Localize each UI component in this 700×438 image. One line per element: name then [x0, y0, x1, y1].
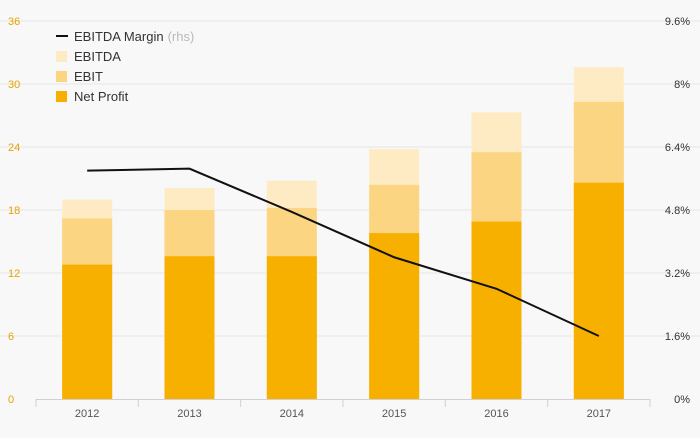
bar-net-profit: [266, 256, 317, 399]
y-tick-label-left: 30: [8, 79, 20, 91]
legend-swatch: [56, 50, 67, 62]
x-tick-label: 2015: [382, 408, 406, 420]
bars: [62, 67, 624, 399]
y-tick-label-left: 0: [8, 394, 14, 406]
legend-note: (rhs): [167, 28, 195, 44]
y-tick-label-left: 36: [8, 16, 20, 28]
legend-item-net-profit: Net Profit: [56, 86, 194, 106]
x-tick-label: 2017: [587, 408, 611, 420]
bar-net-profit: [369, 233, 420, 399]
legend-swatch: [56, 90, 67, 102]
axes: 0 0% 6 1.6% 12 3.2% 18 4.8% 24 6.4% 30 8% 36 9.6% 2012…: [8, 16, 690, 420]
legend-item-ebitda-margin: EBITDA Margin (rhs): [56, 26, 194, 46]
legend-item-ebitda: EBITDA: [56, 46, 194, 66]
legend-line-marker: [56, 35, 68, 37]
y-tick-label-left: 12: [8, 268, 20, 280]
legend-item-ebit: EBIT: [56, 66, 194, 86]
legend-swatch: [56, 70, 67, 82]
x-tick-label: 2016: [484, 408, 508, 420]
bar-net-profit: [62, 264, 113, 399]
x-tick-label: 2013: [177, 408, 201, 420]
margin-line: [87, 167, 600, 337]
bar-net-profit: [471, 221, 522, 399]
legend-label: EBIT: [74, 68, 103, 84]
y-tick-label-right: 0%: [674, 394, 690, 406]
y-tick-label-right: 4.8%: [665, 205, 690, 217]
line-ebitda-margin: [87, 167, 600, 337]
x-tick-label: 2014: [280, 408, 304, 420]
x-tick-label: 2012: [75, 408, 99, 420]
y-tick-label-right: 8%: [674, 79, 690, 91]
legend-label: EBITDA Margin: [74, 28, 164, 44]
y-tick-label-right: 6.4%: [665, 142, 690, 154]
y-tick-label-right: 1.6%: [665, 331, 690, 343]
y-tick-label-left: 18: [8, 205, 20, 217]
y-tick-label-right: 9.6%: [665, 16, 690, 28]
y-tick-label-left: 6: [8, 331, 14, 343]
y-tick-label-right: 3.2%: [665, 268, 690, 280]
bar-net-profit: [573, 182, 624, 399]
legend-label: EBITDA: [74, 48, 121, 64]
y-tick-label-left: 24: [8, 142, 20, 154]
legend-label: Net Profit: [74, 88, 129, 104]
bar-net-profit: [164, 256, 215, 399]
legend: EBITDA Margin (rhs) EBITDA EBIT Net Prof…: [56, 26, 194, 106]
